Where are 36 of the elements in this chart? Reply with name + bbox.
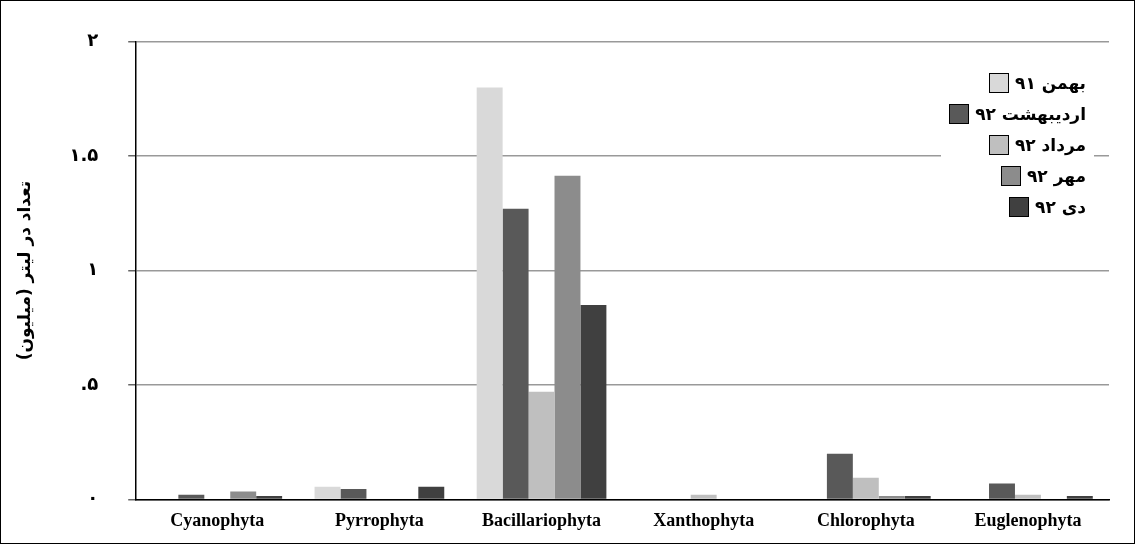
y-tick-label: ۰	[87, 487, 99, 509]
bar	[878, 495, 905, 499]
bar	[340, 489, 367, 499]
y-tick-label: .۵	[80, 372, 99, 394]
bar	[476, 87, 503, 499]
legend-label: مهر ۹۲	[1026, 165, 1086, 186]
bar	[178, 494, 205, 499]
bar	[826, 453, 853, 499]
x-tick-label: Xanthophyta	[653, 509, 755, 530]
y-tick-label: ۱	[87, 258, 99, 280]
bar	[852, 477, 879, 499]
legend-label: مرداد ۹۲	[1014, 134, 1086, 155]
x-tick-label: Chlorophyta	[816, 509, 915, 530]
x-tick-label: Pyrrophyta	[335, 509, 424, 530]
y-tick-label: ۱.۵	[69, 143, 99, 165]
bar	[314, 486, 341, 499]
legend-label: اردیبهشت ۹۲	[975, 103, 1086, 124]
legend-label: بهمن ۹۱	[1015, 72, 1086, 93]
bar	[502, 208, 529, 499]
x-tick-label: Euglenophyta	[974, 509, 1082, 530]
bar	[989, 483, 1015, 499]
y-tick-label: ۲	[87, 29, 99, 51]
bar	[528, 391, 555, 499]
bar	[904, 495, 931, 499]
bar	[1066, 495, 1093, 499]
bar	[554, 175, 581, 499]
bar	[256, 495, 283, 499]
bar	[230, 491, 257, 499]
bar	[690, 494, 717, 499]
bar	[580, 304, 607, 499]
legend-label: دی ۹۲	[1035, 196, 1086, 217]
y-axis-title: تعداد در لیتر (میلیون)	[13, 180, 35, 361]
bar	[1014, 494, 1041, 499]
x-tick-label: Bacillariophyta	[482, 509, 602, 530]
x-tick-label: Cyanophyta	[170, 509, 265, 530]
bar	[418, 486, 445, 499]
